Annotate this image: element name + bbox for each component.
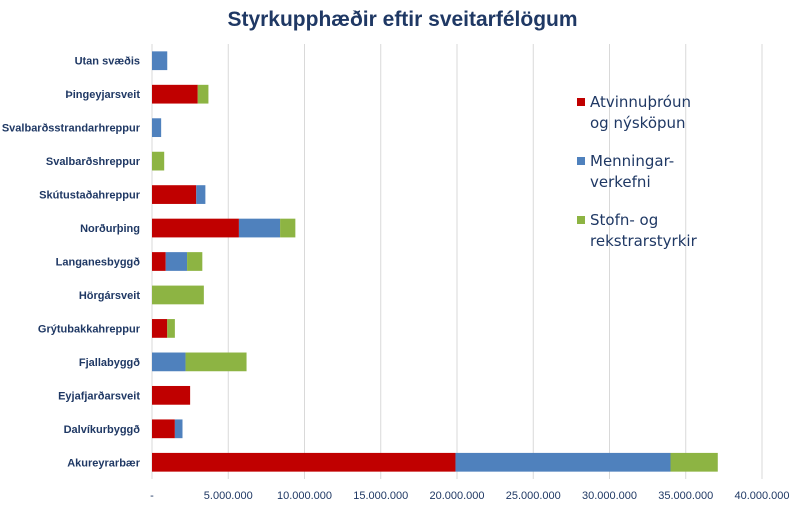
x-tick-label: 5.000.000 (204, 490, 253, 502)
bar-segment (670, 452, 718, 472)
bar-segment (152, 352, 186, 372)
x-tick-label: - (150, 490, 154, 502)
legend-item-stofnstyrkir: Stofn- og rekstrarstyrkir (577, 210, 727, 252)
category-label: Svalbarðsstrandarhreppur (2, 123, 141, 135)
bar-segment (152, 385, 191, 405)
chart-title: Styrkupphæðir eftir sveitarfélögum (227, 8, 578, 31)
x-tick-label: 30.000.000 (582, 490, 637, 502)
bar-segment (152, 319, 168, 338)
bar-segment (152, 285, 204, 305)
legend-label-line: Atvinnuþróun (590, 93, 691, 111)
category-label: Utan svæðis (75, 56, 140, 68)
category-label: Akureyrarbær (67, 457, 140, 469)
bar-segment (197, 84, 209, 104)
bar-segment (455, 452, 671, 472)
legend-label-line: verkefni (590, 173, 651, 191)
x-tick-label: 40.000.000 (734, 490, 789, 502)
bar-segment (152, 419, 175, 439)
category-label: Fjallabyggð (79, 357, 140, 369)
legend-item-menningarverkefni: Menningar- verkefni (577, 151, 727, 193)
legend-swatch-stofnstyrkir (577, 216, 585, 224)
x-tick-label: 20.000.000 (429, 490, 484, 502)
legend-swatch-atvinnuthroun (577, 98, 585, 106)
category-label: Svalbarðshreppur (46, 156, 141, 168)
legend-swatch-menningarverkefni (577, 157, 585, 165)
category-label: Grýtubakkahreppur (38, 323, 141, 335)
legend-label-line: Stofn- og (590, 211, 659, 229)
category-label: Norðurþing (80, 223, 140, 235)
category-label: Eyjafjarðarsveit (58, 390, 140, 402)
bar-segment (187, 252, 203, 271)
bar-segment (167, 319, 175, 338)
bar-segment (152, 218, 239, 238)
bar-segment (152, 84, 198, 104)
bar-segment (152, 151, 165, 171)
x-tick-label: 35.000.000 (658, 490, 713, 502)
category-label: Skútustaðahreppur (39, 190, 141, 202)
bar-segment (152, 252, 166, 271)
legend-item-atvinnuthroun: Atvinnuþróun og nýsköpun (577, 92, 727, 134)
bar-segment (152, 185, 197, 204)
category-label: Þingeyjarsveit (65, 89, 140, 101)
x-tick-label: 25.000.000 (506, 490, 561, 502)
legend: Atvinnuþróun og nýsköpun Menningar- verk… (577, 92, 727, 269)
x-tick-label: 15.000.000 (353, 490, 408, 502)
bar-segment (280, 218, 296, 238)
bar-segment (152, 118, 162, 138)
legend-label-line: og nýsköpun (590, 114, 686, 132)
legend-label-line: Menningar- (590, 152, 675, 170)
category-label: Hörgársveit (79, 290, 140, 302)
bar-segment (196, 185, 206, 204)
x-tick-label: 10.000.000 (277, 490, 332, 502)
bar-segment (185, 352, 247, 372)
bar-segment (152, 51, 168, 71)
bar-segment (152, 452, 456, 472)
category-label: Langanesbyggð (56, 257, 141, 269)
bar-segment (238, 218, 281, 238)
bar-segment (165, 252, 188, 271)
bar-segment (174, 419, 183, 439)
category-label: Dalvíkurbyggð (64, 424, 141, 436)
legend-label-line: rekstrarstyrkir (590, 232, 697, 250)
